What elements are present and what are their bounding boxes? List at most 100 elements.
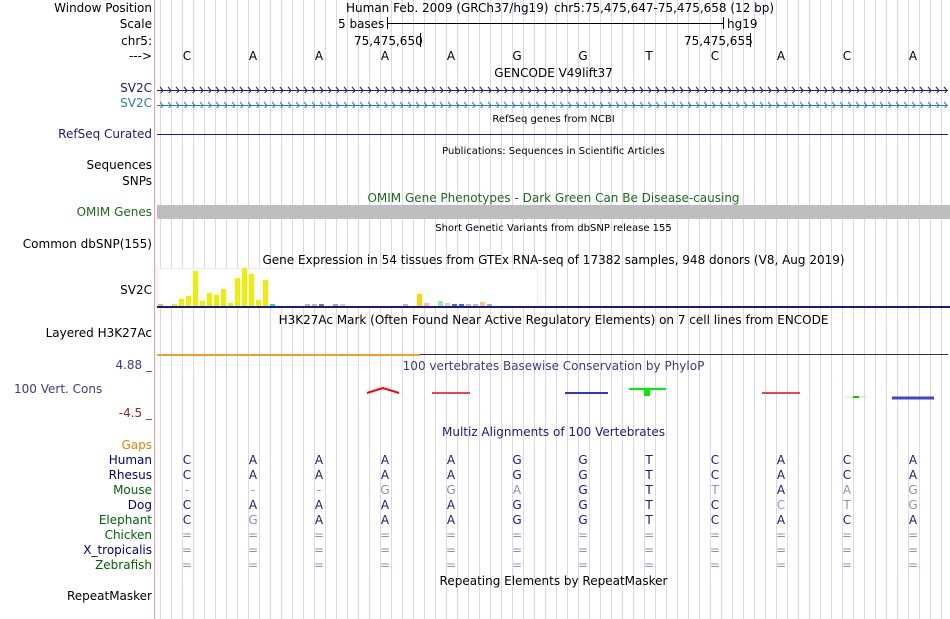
gaps-label[interactable]: Gaps: [121, 438, 152, 452]
alignment-base: G: [512, 453, 522, 467]
species-label-rhesus[interactable]: Rhesus: [108, 468, 152, 482]
repeatmasker-label[interactable]: RepeatMasker: [66, 589, 152, 603]
base-letter: A: [776, 49, 786, 63]
alignment-base: =: [313, 543, 325, 557]
gtex-bar[interactable]: [200, 301, 205, 306]
repeatmasker-title: Repeating Elements by RepeatMasker: [439, 574, 668, 588]
gencode-label-1[interactable]: SV2C: [120, 81, 152, 95]
scale-db: hg19: [727, 17, 758, 31]
gtex-bar[interactable]: [480, 302, 485, 306]
gencode-label-2[interactable]: SV2C: [120, 96, 152, 110]
gtex-bar[interactable]: [207, 293, 212, 306]
gtex-bar[interactable]: [249, 274, 254, 306]
coord-right: 75,475,655: [684, 34, 753, 48]
coord-tick-right: [750, 33, 751, 47]
gtex-bar[interactable]: [452, 304, 457, 306]
gtex-bar[interactable]: [221, 289, 226, 306]
alignment-base: C: [182, 453, 192, 467]
alignment-base: C: [710, 453, 720, 467]
gtex-bar[interactable]: [158, 304, 163, 306]
alignment-base: T: [711, 483, 719, 497]
alignment-base: =: [247, 528, 259, 542]
refseq-label[interactable]: RefSeq Curated: [58, 127, 152, 141]
gtex-bar[interactable]: [340, 304, 345, 306]
alignment-base: =: [643, 528, 655, 542]
gene-sv2c-1[interactable]: [157, 84, 948, 93]
alignment-base: =: [775, 528, 787, 542]
gtex-bar[interactable]: [417, 294, 422, 306]
omim-feature-bar[interactable]: [157, 205, 950, 219]
dbsnp-label[interactable]: Common dbSNP(155): [22, 237, 152, 251]
gene-sv2c-2[interactable]: [157, 99, 948, 108]
snps-label[interactable]: SNPs: [122, 174, 152, 188]
gtex-bar[interactable]: [186, 296, 191, 306]
sequences-label[interactable]: Sequences: [86, 158, 152, 172]
refseq-gene-line[interactable]: [157, 134, 948, 135]
species-label-dog[interactable]: Dog: [127, 498, 152, 512]
gtex-bar[interactable]: [438, 301, 443, 306]
alignment-base: C: [842, 453, 852, 467]
alignment-base: A: [314, 498, 324, 512]
alignment-base: =: [247, 543, 259, 557]
alignment-base: -: [316, 483, 322, 497]
gtex-bar[interactable]: [445, 303, 450, 306]
gtex-bar[interactable]: [235, 278, 240, 306]
alignment-base: A: [908, 453, 918, 467]
gtex-bar[interactable]: [256, 300, 261, 306]
h3k27ac-label[interactable]: Layered H3K27Ac: [45, 326, 152, 340]
alignment-base: =: [709, 528, 721, 542]
window-position-label: Window Position: [54, 1, 152, 15]
alignment-base: T: [645, 453, 653, 467]
species-label-elephant[interactable]: Elephant: [98, 513, 152, 527]
alignment-base: A: [314, 453, 324, 467]
species-label-chicken[interactable]: Chicken: [104, 528, 152, 542]
scale-label: Scale: [119, 17, 152, 31]
gtex-bar[interactable]: [459, 304, 464, 306]
alignment-base: A: [446, 513, 456, 527]
alignment-base: A: [380, 513, 390, 527]
alignment-base: G: [380, 483, 390, 497]
gtex-label[interactable]: SV2C: [120, 283, 152, 297]
alignment-base: -: [184, 483, 190, 497]
phylop-label[interactable]: 100 Vert. Cons: [14, 382, 103, 396]
gtex-bar[interactable]: [263, 280, 268, 306]
gtex-bar[interactable]: [319, 304, 324, 306]
chrom-label: chr5:: [121, 34, 152, 48]
base-letter: C: [182, 49, 192, 63]
omim-label[interactable]: OMIM Genes: [76, 205, 152, 219]
position-text: chr5:75,475,647-75,475,658 (12 bp): [554, 1, 775, 15]
gtex-bar[interactable]: [487, 304, 492, 306]
alignment-base: G: [578, 513, 588, 527]
alignment-base: A: [446, 453, 456, 467]
coord-left: 75,475,650: [354, 34, 423, 48]
species-label-mouse[interactable]: Mouse: [113, 483, 152, 497]
gtex-bar[interactable]: [473, 304, 478, 306]
gtex-bar[interactable]: [242, 268, 247, 306]
gtex-chart-bg: [156, 268, 538, 308]
gtex-bar[interactable]: [333, 304, 338, 306]
gtex-bar[interactable]: [214, 295, 219, 306]
gtex-bar[interactable]: [228, 303, 233, 306]
species-label-zebrafish[interactable]: Zebrafish: [95, 558, 152, 572]
gtex-bar[interactable]: [270, 304, 275, 306]
gtex-bar[interactable]: [193, 271, 198, 306]
gtex-bar[interactable]: [403, 304, 408, 306]
gtex-bar[interactable]: [172, 304, 177, 306]
gtex-bar[interactable]: [466, 304, 471, 306]
gtex-chart[interactable]: [157, 266, 557, 308]
base-letter: A: [248, 49, 258, 63]
alignment-base: A: [446, 468, 456, 482]
alignment-base: A: [380, 453, 390, 467]
alignment-base: =: [709, 558, 721, 572]
gtex-bar[interactable]: [424, 303, 429, 306]
species-label-x_tropicalis[interactable]: X_tropicalis: [83, 543, 152, 557]
gtex-bar[interactable]: [312, 304, 317, 306]
alignment-base: A: [908, 468, 918, 482]
gtex-bar[interactable]: [179, 299, 184, 306]
gtex-bar[interactable]: [305, 304, 310, 306]
alignment-base: =: [511, 543, 523, 557]
phylop-title: 100 vertebrates Basewise Conservation by…: [402, 359, 705, 373]
base-letter: A: [314, 49, 324, 63]
species-label-human[interactable]: Human: [108, 453, 152, 467]
